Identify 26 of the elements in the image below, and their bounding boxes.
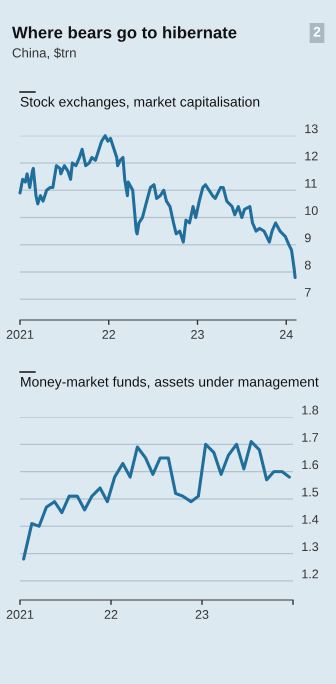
y-tick-label: 12 xyxy=(305,152,318,160)
text: China, $trn xyxy=(12,48,76,60)
chart-title: Stock exchanges, market capitalisation xyxy=(20,96,260,110)
y-tick-label: 11 xyxy=(305,179,317,188)
x-tick-label: 23 xyxy=(191,330,204,339)
y-tick-label: 1.4 xyxy=(302,515,318,524)
text: 2 xyxy=(314,26,320,37)
y-tick-label: 13 xyxy=(305,124,318,134)
x-tick-label: 22 xyxy=(104,610,118,619)
y-tick-label: 1.7 xyxy=(302,433,318,442)
chart-title: Money-market funds, assets under management xyxy=(21,376,319,390)
x-tick-label: 2021 xyxy=(6,610,34,619)
text: Where bears go to hibernate xyxy=(12,26,236,42)
y-tick-label: 9 xyxy=(304,233,311,242)
y-tick-label: 8 xyxy=(304,260,311,270)
y-tick-label: 10 xyxy=(305,206,318,216)
x-tick-label: 24 xyxy=(280,330,293,339)
y-tick-label: 1.2 xyxy=(302,570,318,578)
y-tick-label: 7 xyxy=(304,288,311,297)
y-tick-label: 1.8 xyxy=(302,406,318,415)
y-tick-label: 1.5 xyxy=(302,488,318,496)
x-tick-label: 23 xyxy=(196,610,208,619)
y-tick-label: 1.3 xyxy=(302,542,318,552)
x-tick-label: 22 xyxy=(102,330,116,339)
y-tick-label: 1.6 xyxy=(302,460,318,470)
x-tick-label: 2021 xyxy=(6,330,34,339)
